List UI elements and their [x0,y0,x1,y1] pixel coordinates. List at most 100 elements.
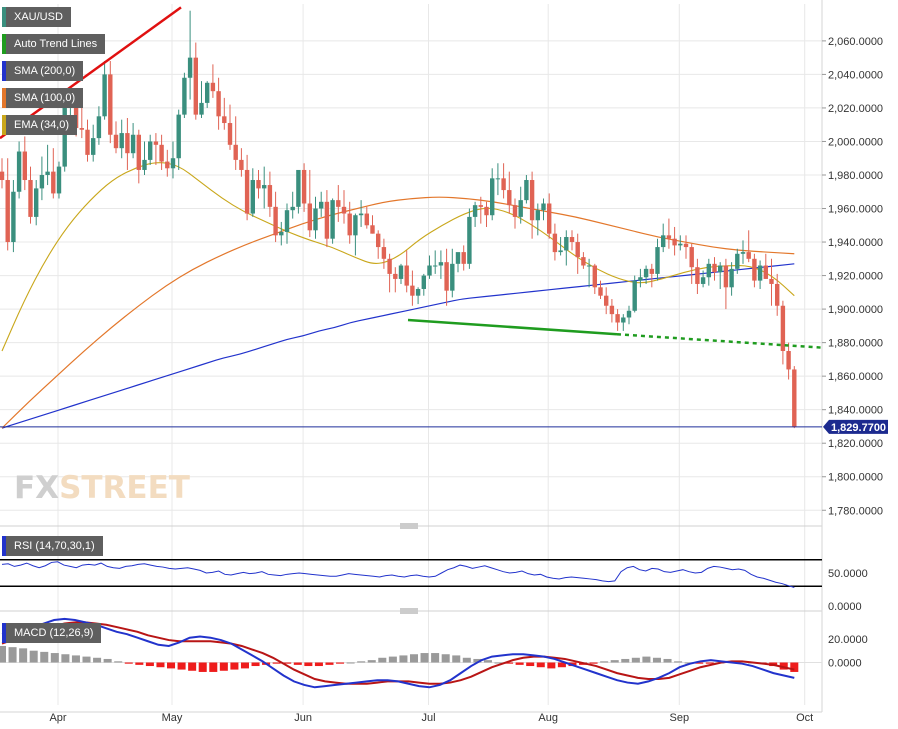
candle-up [330,200,335,239]
candle-down [689,247,694,268]
y-tick-label: 1,960.0000 [828,204,883,216]
candle-down [609,305,615,315]
candle-up [472,205,478,217]
macd-histogram-bar [0,645,7,663]
candle-down [786,351,791,370]
legend-macd-swatch [2,623,6,643]
macd-histogram-bar [441,654,450,663]
legend-trend-lines[interactable]: Auto Trend Lines [2,34,106,54]
candle-up [182,77,187,115]
y-tick-label: 1,800.0000 [828,472,883,484]
candle-up [735,253,740,269]
candle-up [358,213,364,216]
candle-up [170,158,176,169]
candle-down [604,295,609,306]
support-trend-line [407,318,618,336]
x-tick-label: Jun [294,712,312,724]
candle-down [222,116,227,124]
macd-histogram-bar [314,662,323,667]
macd-histogram-bar [779,662,788,670]
macd-histogram-bar [272,662,281,664]
fxstreet-watermark: FXSTREET [14,470,190,506]
legend-sma200-label: SMA (200,0) [14,65,76,77]
candle-down [792,369,797,427]
macd-histogram-bar [409,654,419,663]
candle-up [56,166,62,194]
legend-macd[interactable]: MACD (12,26,9) [2,623,102,643]
macd-histogram-bar [50,653,59,663]
candle-down [712,263,717,273]
candle-up [319,201,324,209]
candle-down [387,258,392,274]
y-tick-label: 1,880.0000 [828,338,883,350]
macd-histogram-bar [483,660,492,663]
candle-down [695,267,700,284]
macd-histogram-bar [93,657,102,663]
macd-histogram-bar [177,662,186,670]
y-tick-label: 2,020.0000 [828,103,883,115]
candle-down [301,169,307,204]
macd-histogram-bar [536,662,545,668]
candle-down [267,185,273,207]
candle-up [490,178,495,216]
macd-histogram-bar [145,662,154,667]
candle-up [427,265,432,276]
macd-histogram-bar [695,662,704,664]
macd-histogram-bar [219,662,228,671]
macd-histogram-bar [367,660,376,663]
macd-histogram-bar [304,662,313,667]
macd-histogram-bar [399,655,408,663]
candle-down [598,287,603,296]
candle-down [227,123,233,145]
legend-ema34[interactable]: EMA (34,0) [2,115,78,135]
candle-down [581,257,586,266]
candle-up [655,247,660,274]
candle-up [279,231,284,236]
candle-up [535,210,540,221]
macd-histogram-bar [557,662,566,668]
macd-histogram-bar [240,662,249,669]
candle-down [769,278,774,284]
candle-down [125,133,130,154]
candle-down [233,144,238,160]
candle-down [763,265,768,279]
legend-ema34-swatch [2,115,6,135]
macd-histogram-bar [82,656,91,663]
macd-histogram-bar [452,655,461,663]
legend-sma100[interactable]: SMA (100,0) [2,88,84,108]
macd-title: MACD (12,26,9) [14,627,94,639]
candle-down [165,161,170,169]
macd-histogram-bar [652,657,661,663]
macd-histogram-bar [526,662,535,667]
candle-down [159,144,164,162]
candle-up [661,235,666,248]
candle-down [746,252,751,259]
candle-up [34,188,39,217]
macd-histogram-bar [674,661,683,663]
y-tick-label: 1,980.0000 [828,170,883,182]
macd-line [1,617,795,689]
legend-rsi[interactable]: RSI (14,70,30,1) [2,536,103,556]
candle-down [193,57,198,115]
macd-histogram-bar [114,661,123,663]
y-tick-label: 1,780.0000 [828,505,883,517]
candle-up [45,171,50,175]
macd-histogram-bar [431,653,440,663]
watermark-fx: FX [14,470,60,506]
legend-rsi-swatch [2,536,6,556]
macd-signal-line [1,621,795,685]
legend-symbol[interactable]: XAU/USD [2,7,71,27]
candle-up [558,250,563,253]
candle-up [130,134,136,154]
candle-up [740,252,746,254]
candle-down [85,129,90,155]
candle-up [518,200,523,217]
macd-histogram-bar [684,662,693,664]
macd-histogram-bar [547,662,556,669]
candle-down [256,180,261,189]
candle-up [62,107,67,167]
macd-histogram-bar [336,662,345,664]
legend-sma200[interactable]: SMA (200,0) [2,61,84,81]
candle-down [410,285,415,296]
